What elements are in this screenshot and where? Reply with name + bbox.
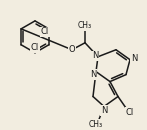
Text: Cl: Cl [41,27,49,36]
Text: CH₃: CH₃ [89,120,103,129]
Text: N: N [131,54,137,63]
Text: N: N [90,70,96,79]
Text: CH₃: CH₃ [78,21,92,30]
Text: Cl: Cl [31,43,39,52]
Text: N: N [101,106,107,115]
Text: Cl: Cl [126,108,134,117]
Text: N: N [92,51,98,60]
Text: O: O [69,45,75,54]
